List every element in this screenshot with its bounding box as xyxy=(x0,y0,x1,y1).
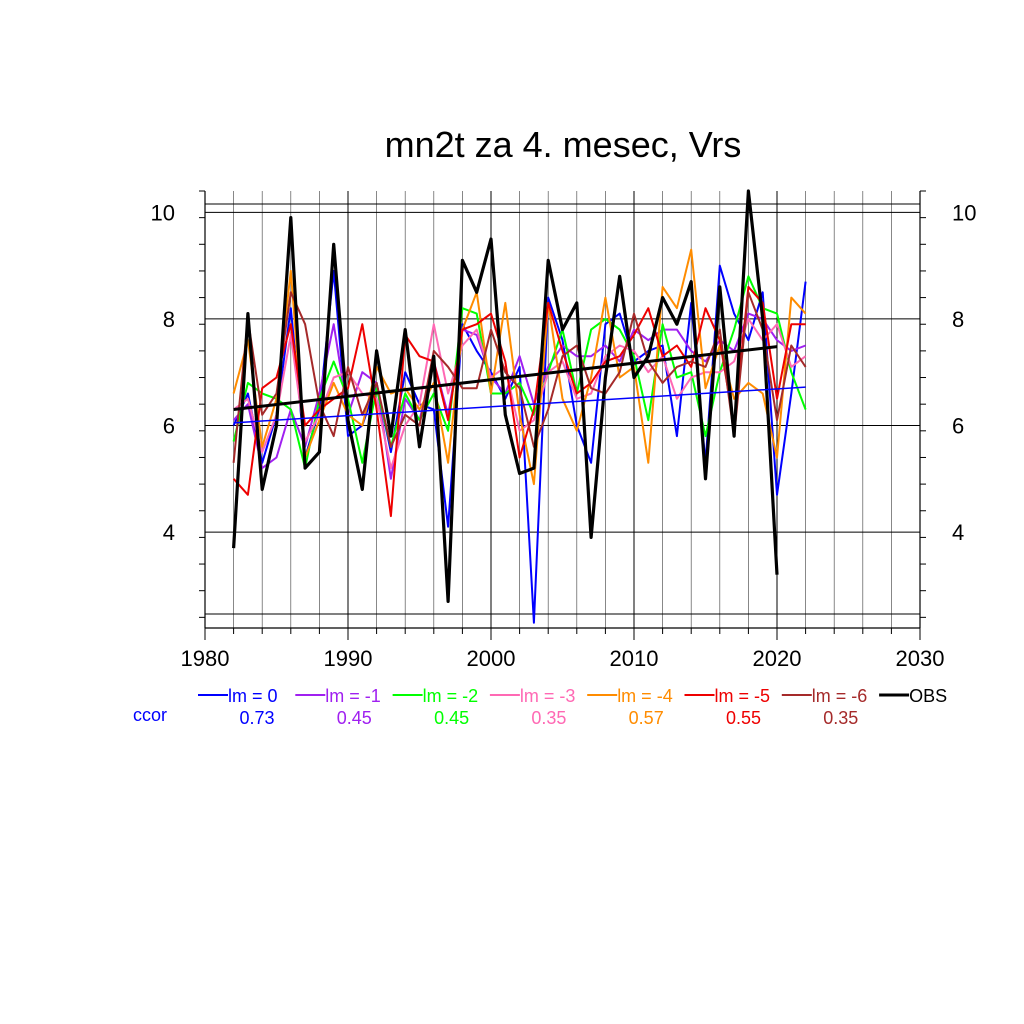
trend-lines xyxy=(233,345,806,424)
series-line-7 xyxy=(232,189,779,604)
y-tick-label-right: 10 xyxy=(952,200,976,225)
y-tick-label-left: 4 xyxy=(163,520,175,545)
trend-line-0 xyxy=(233,386,806,424)
y-tick-label-right: 6 xyxy=(952,413,964,438)
legend-ccor-2: 0.45 xyxy=(434,708,469,728)
y-tick-label-left: 6 xyxy=(163,413,175,438)
y-tick-label-left: 10 xyxy=(151,200,175,225)
trend-line-1 xyxy=(233,345,778,411)
legend-label-2: lm = -2 xyxy=(423,686,479,706)
axis-ticks: 4 4 6 6 8 8 10 10 1980 1990 2000 2010 2020 2030 xyxy=(151,190,976,671)
legend-ccor-3: 0.35 xyxy=(531,708,566,728)
legend-label-5: lm = -5 xyxy=(715,686,771,706)
series-line-4 xyxy=(232,248,807,486)
legend-label-1: lm = -1 xyxy=(325,686,381,706)
ccor-label: ccor xyxy=(133,705,167,725)
y-tick-label-right: 8 xyxy=(952,307,964,332)
legend-label-7: OBS xyxy=(909,686,947,706)
legend-ccor-0: 0.73 xyxy=(239,708,274,728)
legend-label-0: lm = 0 xyxy=(228,686,278,706)
series-line-5 xyxy=(232,285,806,518)
legend-label-3: lm = -3 xyxy=(520,686,576,706)
grid-lines xyxy=(205,191,920,628)
legend-ccor-4: 0.57 xyxy=(629,708,664,728)
x-tick-label: 2030 xyxy=(896,646,945,671)
legend-ccor-5: 0.55 xyxy=(726,708,761,728)
chart-title: mn2t za 4. mesec, Vrs xyxy=(385,124,742,165)
plot-frame xyxy=(204,191,921,629)
legend-ccor-6: 0.35 xyxy=(823,708,858,728)
y-tick-label-left: 8 xyxy=(163,307,175,332)
y-tick-label-right: 4 xyxy=(952,520,964,545)
x-tick-label: 2010 xyxy=(610,646,659,671)
legend-label-6: lm = -6 xyxy=(812,686,868,706)
x-tick-label: 2000 xyxy=(467,646,516,671)
legend-label-4: lm = -4 xyxy=(617,686,673,706)
x-tick-label: 2020 xyxy=(753,646,802,671)
x-tick-label: 1990 xyxy=(324,646,373,671)
x-tick-label: 1980 xyxy=(181,646,230,671)
legend-ccor-1: 0.45 xyxy=(337,708,372,728)
